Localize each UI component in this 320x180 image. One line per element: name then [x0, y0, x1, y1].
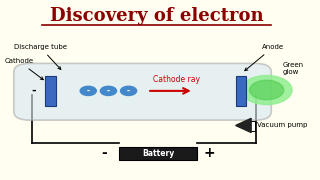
Bar [119, 147, 197, 160]
Text: -: - [31, 86, 36, 96]
Circle shape [121, 86, 137, 96]
Text: Anode: Anode [245, 44, 284, 71]
Text: Vacuum pump: Vacuum pump [257, 122, 308, 129]
Circle shape [100, 86, 116, 96]
Text: Cathode ray: Cathode ray [153, 75, 200, 84]
Bar [236, 76, 246, 106]
Text: Discharge tube: Discharge tube [14, 44, 67, 69]
Text: -: - [87, 86, 90, 95]
Circle shape [80, 86, 96, 96]
Text: -: - [127, 86, 130, 95]
Text: Battery: Battery [142, 149, 174, 158]
Circle shape [241, 75, 292, 105]
Polygon shape [236, 118, 251, 132]
Bar [45, 76, 56, 106]
Text: Green
glow: Green glow [282, 62, 303, 75]
Text: +: + [204, 147, 215, 160]
Text: -: - [107, 86, 110, 95]
Text: Discovery of electron: Discovery of electron [50, 6, 263, 24]
Text: -: - [101, 147, 107, 160]
FancyBboxPatch shape [14, 63, 271, 120]
Circle shape [250, 80, 284, 100]
Bar [250, 121, 255, 131]
Text: Cathode: Cathode [4, 58, 43, 80]
